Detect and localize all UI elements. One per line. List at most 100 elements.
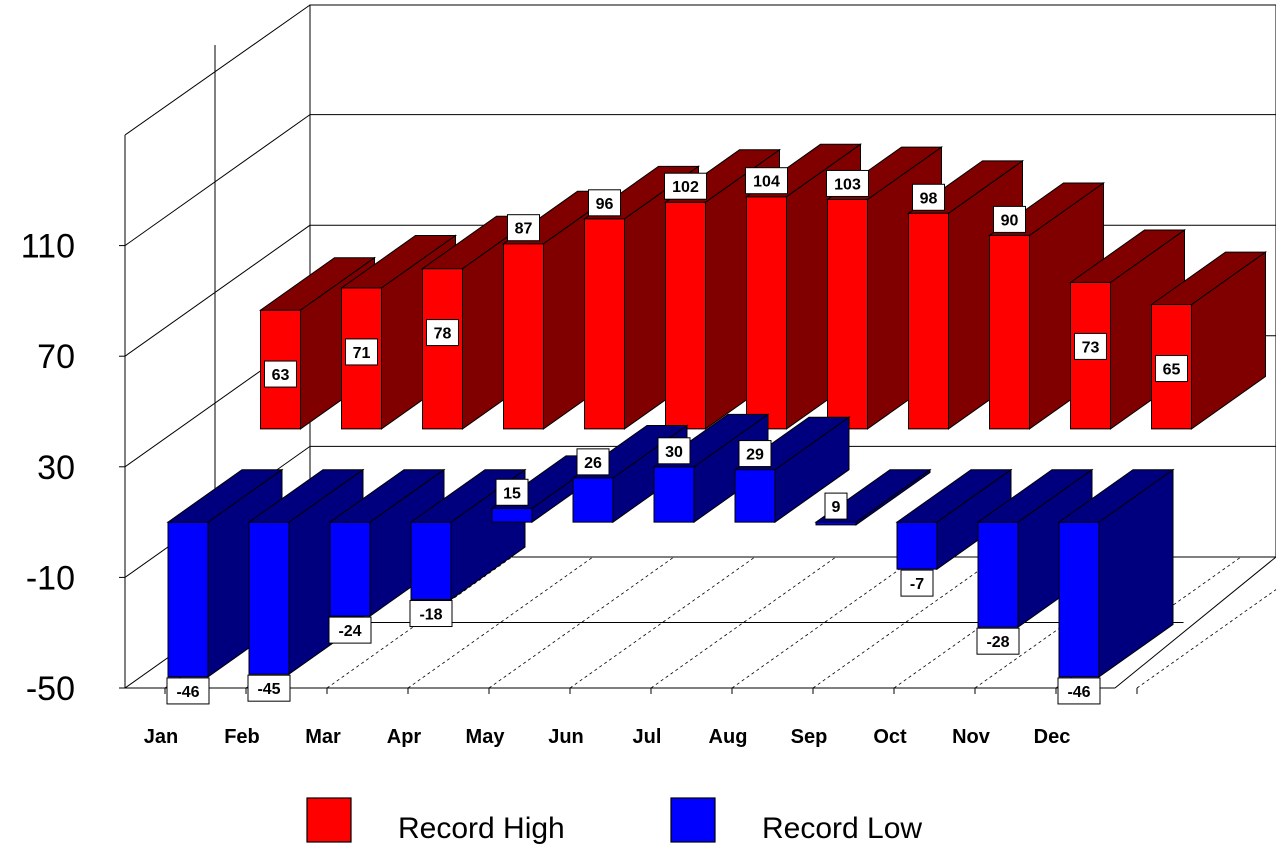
data-label-box bbox=[166, 677, 210, 705]
bar-record-low-oct bbox=[895, 468, 1013, 571]
data-label-box bbox=[1057, 677, 1101, 705]
bar-front bbox=[167, 521, 209, 678]
data-label-box bbox=[900, 569, 934, 597]
legend-swatch-record-low bbox=[670, 797, 716, 843]
data-label-text: 102 bbox=[672, 179, 699, 196]
data-label-text: -46 bbox=[1067, 684, 1090, 701]
data-label: 98 bbox=[912, 183, 945, 211]
data-label-text: 98 bbox=[920, 190, 938, 207]
data-label-text: 104 bbox=[753, 174, 780, 191]
floor-gridline bbox=[1136, 589, 1276, 689]
x-tick-label: Oct bbox=[873, 726, 907, 748]
data-label-box bbox=[1074, 332, 1107, 360]
y-tick-label: 70 bbox=[37, 338, 75, 376]
bar-top bbox=[1149, 251, 1268, 305]
bar-front bbox=[653, 466, 695, 523]
data-label: -18 bbox=[409, 600, 453, 628]
data-label-box bbox=[738, 440, 772, 468]
floor-gridline bbox=[569, 556, 756, 689]
data-label-text: 78 bbox=[434, 326, 452, 343]
bar-top bbox=[339, 235, 458, 289]
data-label: -46 bbox=[166, 677, 210, 705]
floor-gridline bbox=[731, 556, 918, 689]
data-label: 71 bbox=[345, 338, 378, 366]
bar-front bbox=[665, 201, 706, 430]
data-label-box bbox=[826, 169, 869, 197]
x-tick-label: Jun bbox=[548, 726, 584, 748]
data-label: 9 bbox=[824, 492, 848, 520]
data-label-text: 65 bbox=[1163, 362, 1181, 379]
data-label-text: 90 bbox=[1001, 212, 1019, 229]
legend-swatch-record-high bbox=[306, 797, 352, 843]
data-label-box bbox=[824, 492, 848, 520]
bar-front bbox=[329, 521, 371, 617]
data-label-text: -18 bbox=[419, 607, 442, 624]
bar-front bbox=[572, 477, 614, 523]
x-axis-tick-labels: Jan Feb Mar Apr May Jun Jul Aug Sep Oct Nov Dec bbox=[144, 726, 1071, 748]
x-tick-label: Apr bbox=[387, 726, 422, 748]
bar-front bbox=[746, 196, 787, 430]
data-label-box bbox=[328, 616, 372, 644]
data-label: 15 bbox=[495, 478, 529, 506]
data-label-text: 63 bbox=[272, 367, 290, 384]
data-label-text: -28 bbox=[986, 634, 1009, 651]
y-tick-label: 30 bbox=[37, 449, 75, 487]
data-label-box bbox=[247, 674, 291, 702]
data-label: -7 bbox=[900, 569, 934, 597]
x-tick-label: Jan bbox=[144, 726, 178, 748]
data-label: 87 bbox=[507, 214, 540, 242]
data-label-box bbox=[993, 205, 1026, 233]
data-label-text: 87 bbox=[515, 221, 533, 238]
data-label-text: 73 bbox=[1082, 339, 1100, 356]
data-label-text: 15 bbox=[503, 485, 521, 502]
data-label: 63 bbox=[264, 360, 297, 388]
legend-label-record-high: Record High bbox=[398, 812, 565, 845]
data-label: 103 bbox=[826, 169, 869, 197]
data-label-text: 9 bbox=[832, 499, 841, 516]
side-gridline bbox=[124, 224, 311, 357]
data-label: 102 bbox=[664, 172, 707, 200]
data-label-box bbox=[495, 478, 529, 506]
data-label-box bbox=[264, 360, 297, 388]
floor-gridline bbox=[407, 556, 594, 689]
data-label-box bbox=[588, 189, 621, 217]
data-label-box bbox=[426, 319, 459, 347]
y-tick-label: 110 bbox=[21, 228, 75, 266]
data-label-box bbox=[409, 600, 453, 628]
bar-front bbox=[503, 243, 544, 430]
data-label-text: -46 bbox=[176, 684, 199, 701]
data-label-text: -45 bbox=[257, 681, 280, 698]
floor-gridline bbox=[326, 556, 513, 689]
bar-top bbox=[166, 469, 284, 523]
data-label-box bbox=[912, 183, 945, 211]
bar-front bbox=[248, 521, 290, 675]
bars: 63 71 78 87 96 102 104 103 98 90 73 65 -46 -45 -24 -18 1… bbox=[166, 143, 1268, 705]
bar-front bbox=[977, 521, 1019, 628]
data-label-text: 29 bbox=[746, 447, 764, 464]
bar-top bbox=[1068, 229, 1187, 283]
data-label: -28 bbox=[976, 627, 1020, 655]
bar-front bbox=[989, 234, 1030, 430]
bar-front bbox=[491, 507, 533, 523]
data-label-box bbox=[745, 167, 788, 195]
data-label: 96 bbox=[588, 189, 621, 217]
data-label: -46 bbox=[1057, 677, 1101, 705]
data-label-box bbox=[345, 338, 378, 366]
x-tick-label: Sep bbox=[791, 726, 828, 748]
data-label-text: 103 bbox=[834, 176, 861, 193]
data-label-text: 30 bbox=[665, 444, 683, 461]
x-tick-label: Aug bbox=[709, 726, 748, 748]
bar-front bbox=[896, 521, 938, 570]
data-label: 29 bbox=[738, 440, 772, 468]
bar-top bbox=[976, 469, 1094, 523]
x-tick-label: Jul bbox=[633, 726, 662, 748]
bar-front bbox=[422, 268, 463, 430]
side-gridline bbox=[124, 114, 311, 247]
bar-top bbox=[328, 469, 446, 523]
bar-top bbox=[258, 257, 377, 311]
bar-record-low-dec bbox=[1057, 468, 1175, 678]
bar-top bbox=[247, 469, 365, 523]
side-wall-top-edge bbox=[124, 4, 311, 136]
data-label-box bbox=[507, 214, 540, 242]
